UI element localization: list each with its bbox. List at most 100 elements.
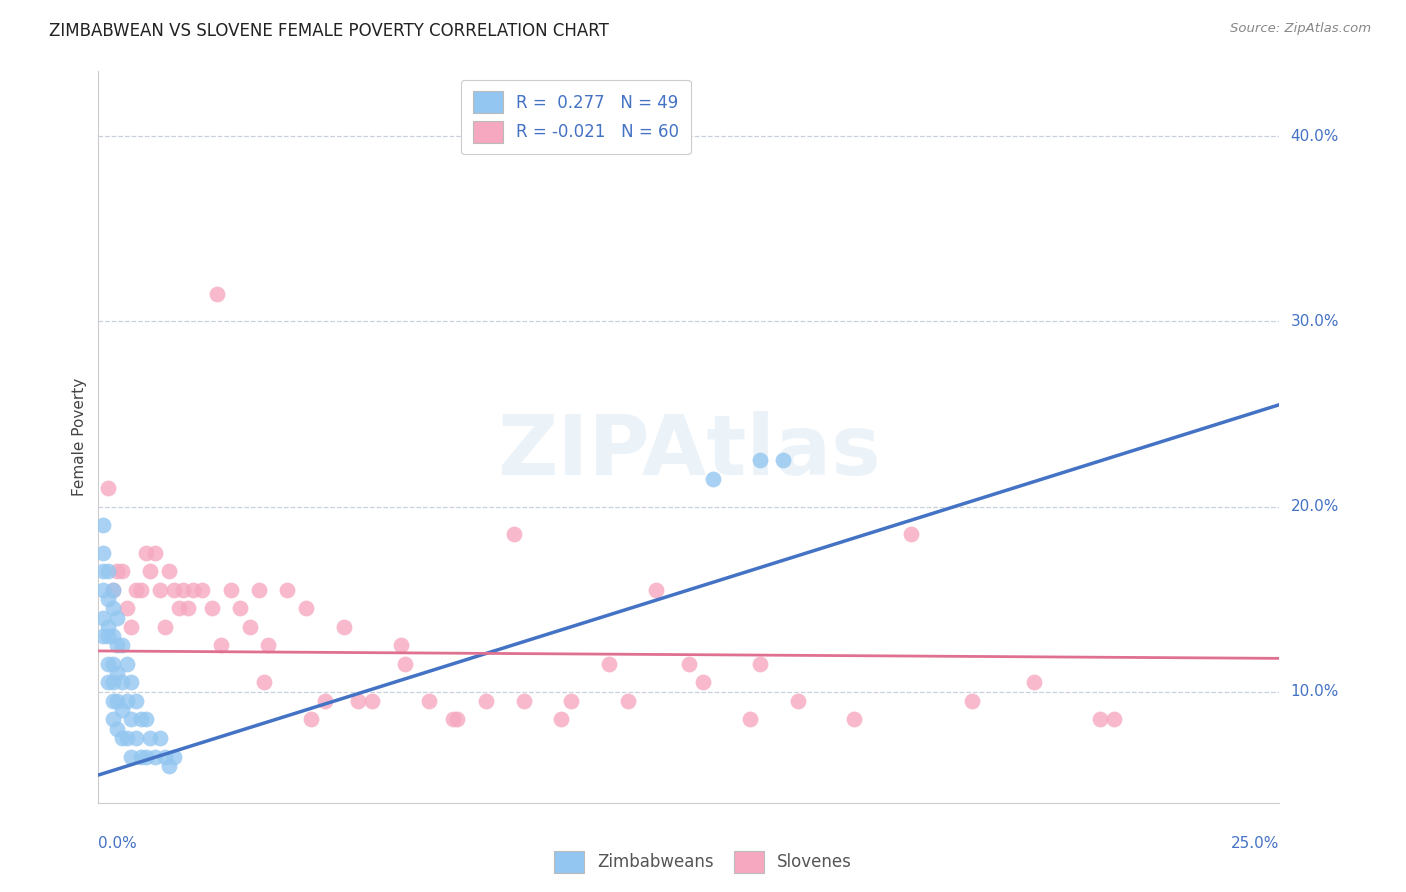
Point bbox=[111, 703, 134, 717]
Point bbox=[229, 601, 252, 615]
Point bbox=[748, 453, 770, 467]
Point bbox=[125, 694, 148, 708]
Point bbox=[205, 286, 228, 301]
Point bbox=[247, 582, 270, 597]
Point bbox=[598, 657, 620, 671]
Point bbox=[550, 713, 572, 727]
Point bbox=[361, 694, 384, 708]
Point bbox=[105, 666, 128, 681]
Point bbox=[446, 713, 468, 727]
Text: 30.0%: 30.0% bbox=[1291, 314, 1339, 329]
Point bbox=[1022, 675, 1045, 690]
Point bbox=[163, 749, 186, 764]
Point bbox=[299, 713, 322, 727]
Point bbox=[91, 629, 114, 643]
Point bbox=[172, 582, 194, 597]
Point bbox=[111, 731, 134, 745]
Point bbox=[121, 713, 143, 727]
Point bbox=[139, 565, 162, 579]
Point bbox=[121, 749, 143, 764]
Text: 10.0%: 10.0% bbox=[1291, 684, 1339, 699]
Point bbox=[125, 731, 148, 745]
Point bbox=[692, 675, 714, 690]
Y-axis label: Female Poverty: Female Poverty bbox=[72, 378, 87, 496]
Point bbox=[111, 565, 134, 579]
Legend: Zimbabweans, Slovenes: Zimbabweans, Slovenes bbox=[547, 845, 859, 880]
Point bbox=[143, 546, 166, 560]
Point bbox=[201, 601, 224, 615]
Point bbox=[295, 601, 318, 615]
Point bbox=[121, 620, 143, 634]
Point bbox=[748, 657, 770, 671]
Point bbox=[97, 620, 120, 634]
Text: 0.0%: 0.0% bbox=[98, 836, 138, 851]
Point bbox=[101, 694, 124, 708]
Point bbox=[105, 565, 128, 579]
Point bbox=[101, 582, 124, 597]
Point bbox=[135, 749, 157, 764]
Point bbox=[616, 694, 638, 708]
Point bbox=[177, 601, 200, 615]
Point bbox=[129, 713, 152, 727]
Point bbox=[702, 472, 724, 486]
Point bbox=[314, 694, 336, 708]
Text: ZIMBABWEAN VS SLOVENE FEMALE POVERTY CORRELATION CHART: ZIMBABWEAN VS SLOVENE FEMALE POVERTY COR… bbox=[49, 22, 609, 40]
Point bbox=[143, 749, 166, 764]
Point bbox=[101, 675, 124, 690]
Point bbox=[441, 713, 464, 727]
Point bbox=[101, 713, 124, 727]
Point bbox=[101, 601, 124, 615]
Point bbox=[157, 758, 180, 772]
Point bbox=[219, 582, 242, 597]
Point bbox=[91, 546, 114, 560]
Point bbox=[97, 629, 120, 643]
Point bbox=[512, 694, 534, 708]
Text: 25.0%: 25.0% bbox=[1232, 836, 1279, 851]
Point bbox=[97, 592, 120, 607]
Point bbox=[91, 565, 114, 579]
Point bbox=[129, 582, 152, 597]
Text: 20.0%: 20.0% bbox=[1291, 499, 1339, 514]
Point bbox=[91, 582, 114, 597]
Point bbox=[105, 722, 128, 736]
Point bbox=[97, 481, 120, 495]
Point bbox=[844, 713, 866, 727]
Point bbox=[163, 582, 186, 597]
Point bbox=[333, 620, 356, 634]
Point bbox=[115, 657, 138, 671]
Text: Source: ZipAtlas.com: Source: ZipAtlas.com bbox=[1230, 22, 1371, 36]
Point bbox=[149, 582, 172, 597]
Point bbox=[91, 610, 114, 624]
Point bbox=[167, 601, 190, 615]
Point bbox=[157, 565, 180, 579]
Point bbox=[1102, 713, 1125, 727]
Point bbox=[394, 657, 416, 671]
Point bbox=[129, 749, 152, 764]
Point bbox=[239, 620, 262, 634]
Point bbox=[1088, 713, 1111, 727]
Point bbox=[115, 694, 138, 708]
Point bbox=[111, 639, 134, 653]
Point bbox=[105, 639, 128, 653]
Point bbox=[257, 639, 280, 653]
Point bbox=[153, 749, 176, 764]
Point bbox=[253, 675, 276, 690]
Point bbox=[740, 713, 762, 727]
Point bbox=[772, 453, 794, 467]
Point bbox=[560, 694, 582, 708]
Point bbox=[115, 731, 138, 745]
Point bbox=[209, 639, 232, 653]
Point bbox=[105, 610, 128, 624]
Point bbox=[121, 675, 143, 690]
Point bbox=[105, 694, 128, 708]
Point bbox=[135, 546, 157, 560]
Point bbox=[91, 518, 114, 533]
Point bbox=[101, 629, 124, 643]
Point bbox=[389, 639, 412, 653]
Point bbox=[125, 582, 148, 597]
Point bbox=[111, 675, 134, 690]
Point bbox=[276, 582, 298, 597]
Point bbox=[418, 694, 440, 708]
Point bbox=[135, 713, 157, 727]
Point bbox=[475, 694, 498, 708]
